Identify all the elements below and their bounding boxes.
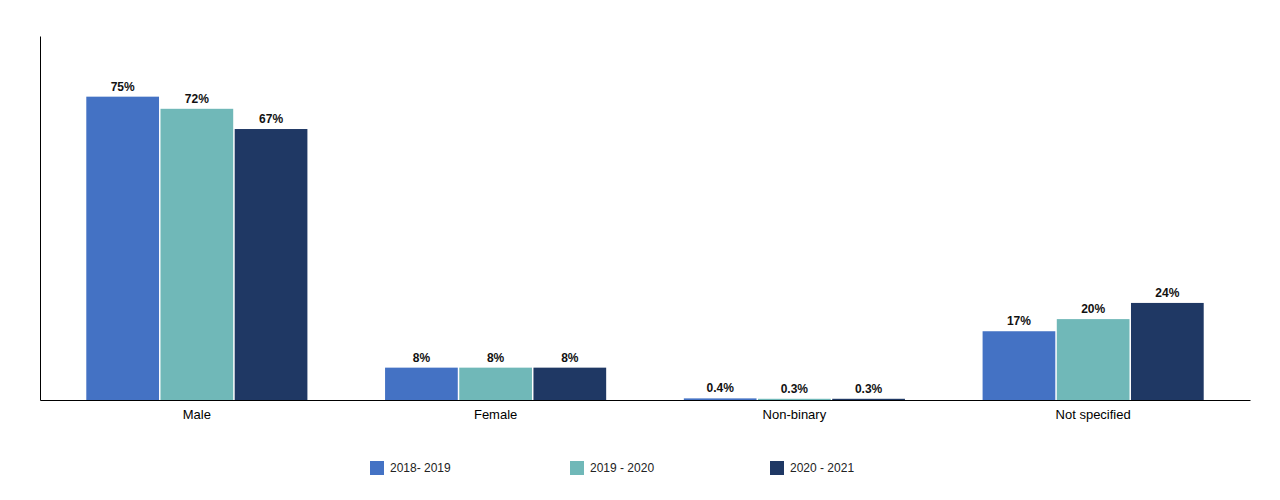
data-label: 72% bbox=[185, 92, 209, 106]
data-label: 24% bbox=[1155, 286, 1179, 300]
bar bbox=[86, 97, 159, 400]
y-axis bbox=[40, 37, 41, 401]
bar bbox=[160, 109, 233, 400]
chart-root: 75% 8% 0.4% 17% 72% 8% 0.3% 20% 67% 8% 0.3% 24% Male… bbox=[0, 0, 1280, 500]
data-label: 8% bbox=[413, 351, 431, 365]
bar bbox=[983, 331, 1056, 400]
bar bbox=[235, 129, 308, 400]
data-label: 0.3% bbox=[855, 382, 883, 396]
data-label: 20% bbox=[1081, 302, 1105, 316]
data-label: 0.3% bbox=[781, 382, 809, 396]
plot: 75% 8% 0.4% 17% 72% 8% 0.3% 20% 67% 8% 0.3% 24% Male… bbox=[41, 37, 1251, 423]
legend-item: 2019 - 2020 bbox=[570, 461, 654, 475]
x-tick-label: Not specified bbox=[1056, 407, 1131, 422]
x-tick-label: Male bbox=[183, 407, 211, 422]
data-label: 67% bbox=[259, 112, 283, 126]
data-label: 75% bbox=[111, 80, 135, 94]
x-tick-label: Non-binary bbox=[763, 407, 827, 422]
x-tick-label: Female bbox=[474, 407, 517, 422]
bar bbox=[533, 368, 606, 400]
series bbox=[235, 129, 1204, 400]
bar bbox=[832, 399, 905, 400]
bar bbox=[459, 368, 532, 400]
x-axis-line bbox=[41, 400, 1251, 401]
legend: 2018- 2019 2019 - 2020 2020 - 2021 bbox=[370, 461, 854, 475]
legend-label: 2019 - 2020 bbox=[590, 461, 654, 475]
data-label: 17% bbox=[1007, 314, 1031, 328]
series bbox=[86, 97, 1055, 400]
legend-item: 2018- 2019 bbox=[370, 461, 451, 475]
data-label: 0.4% bbox=[707, 381, 735, 395]
bar bbox=[385, 368, 458, 400]
y-axis-line bbox=[40, 37, 41, 401]
bar bbox=[758, 399, 831, 400]
bars bbox=[86, 97, 1203, 400]
x-axis: Male Female Non-binary Not specified bbox=[41, 401, 1251, 423]
legend-label: 2018- 2019 bbox=[390, 461, 451, 475]
bar bbox=[684, 398, 757, 400]
data-label: 8% bbox=[561, 351, 579, 365]
data-label: 8% bbox=[487, 351, 505, 365]
bar bbox=[1057, 319, 1130, 400]
x-tick: Not specified bbox=[1056, 407, 1131, 422]
data-labels: 75% 8% 0.4% 17% 72% 8% 0.3% 20% 67% 8% 0.3% 24% bbox=[111, 80, 1180, 396]
x-tick: Male bbox=[183, 407, 211, 422]
x-tick: Female bbox=[474, 407, 517, 422]
x-tick: Non-binary bbox=[763, 407, 827, 422]
legend-swatch bbox=[570, 461, 584, 475]
legend-swatch bbox=[770, 461, 784, 475]
legend-item: 2020 - 2021 bbox=[770, 461, 854, 475]
legend-label: 2020 - 2021 bbox=[790, 461, 854, 475]
legend-swatch bbox=[370, 461, 384, 475]
series bbox=[160, 109, 1129, 400]
bar bbox=[1131, 303, 1204, 400]
